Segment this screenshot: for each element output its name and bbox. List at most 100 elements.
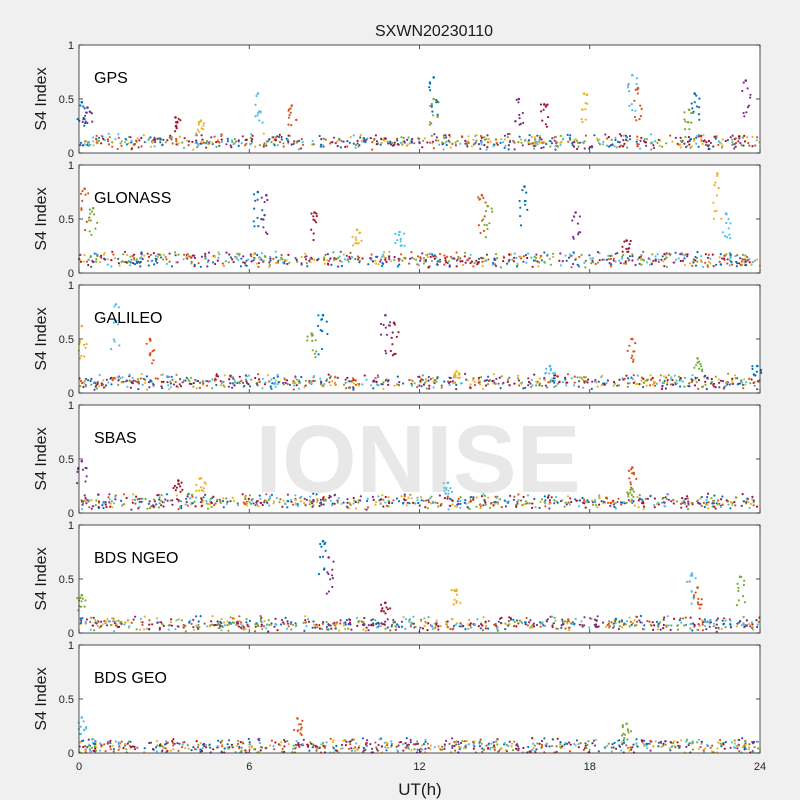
data-point [377, 263, 380, 266]
data-point [755, 139, 759, 142]
data-point [321, 384, 324, 387]
data-point [566, 622, 569, 625]
data-point [158, 621, 161, 624]
data-point [392, 619, 395, 622]
data-point [750, 621, 754, 624]
data-point [130, 139, 133, 142]
spike-point [195, 483, 198, 486]
data-point [612, 257, 616, 260]
data-point [517, 499, 520, 502]
data-point [270, 493, 273, 496]
spike-point [690, 602, 693, 605]
spike-point [628, 104, 631, 107]
data-point [613, 625, 616, 628]
data-point [153, 138, 157, 141]
data-point [342, 383, 346, 386]
data-point [462, 624, 465, 628]
data-point [559, 264, 563, 267]
data-point [356, 382, 359, 385]
data-point [545, 142, 548, 146]
data-point [737, 140, 740, 143]
data-point [757, 747, 760, 750]
data-point [109, 745, 112, 748]
data-point [409, 741, 412, 744]
data-point [245, 504, 248, 507]
data-point [315, 493, 318, 496]
data-point [84, 620, 87, 624]
data-point [697, 502, 701, 505]
data-point [320, 503, 323, 506]
data-point [223, 624, 227, 627]
y-tick-label: 0.5 [59, 574, 74, 586]
spike-point [727, 217, 730, 221]
data-point [202, 382, 205, 385]
data-point [451, 744, 454, 748]
data-point [104, 750, 107, 753]
data-point [625, 374, 628, 377]
data-point [555, 142, 558, 145]
data-point [340, 264, 344, 268]
data-point [391, 141, 394, 145]
data-point [300, 138, 303, 141]
data-point [245, 501, 248, 504]
data-point [260, 616, 263, 619]
data-point [244, 497, 247, 501]
data-point [651, 376, 654, 380]
data-point [304, 384, 307, 387]
data-point [399, 141, 402, 144]
data-point [567, 501, 570, 504]
data-point [434, 139, 438, 142]
data-point [733, 739, 736, 742]
data-point [654, 258, 657, 261]
data-point [199, 615, 202, 618]
data-point [613, 144, 616, 148]
data-point [569, 134, 572, 137]
spike-point [88, 230, 91, 233]
data-point [92, 616, 95, 619]
spike-peak [625, 722, 628, 726]
data-point [221, 745, 224, 748]
data-point [556, 146, 560, 149]
panel-label: SBAS [94, 430, 137, 447]
data-point [673, 740, 676, 743]
data-point [715, 619, 718, 622]
spike-point [450, 589, 453, 592]
data-point [227, 261, 230, 264]
data-point [528, 621, 531, 624]
data-point [448, 742, 451, 746]
data-point [522, 746, 525, 750]
data-point [495, 141, 498, 145]
spike-point [81, 189, 84, 193]
data-point [469, 622, 472, 625]
data-point [666, 383, 669, 386]
data-point [338, 259, 342, 262]
data-point [479, 627, 482, 630]
data-point [112, 617, 115, 620]
data-point [681, 497, 684, 500]
data-point [549, 145, 552, 148]
spike-point [632, 495, 635, 498]
data-point [396, 139, 399, 142]
spike-peak [313, 211, 316, 214]
spike-point [458, 376, 461, 379]
data-point [439, 748, 442, 751]
data-point [480, 504, 483, 507]
data-point [485, 138, 488, 141]
data-point [434, 501, 437, 504]
data-point [94, 740, 97, 744]
data-point [550, 744, 554, 748]
data-point [464, 139, 467, 142]
data-point [330, 627, 333, 630]
data-point [384, 137, 387, 140]
spike-peak [574, 211, 577, 214]
data-point [433, 133, 436, 136]
data-point [207, 143, 210, 146]
data-point [548, 499, 552, 502]
data-point [578, 376, 581, 379]
data-point [111, 744, 114, 747]
data-point [238, 375, 241, 378]
data-point [161, 387, 164, 390]
data-point [284, 616, 287, 620]
data-point [511, 258, 514, 261]
